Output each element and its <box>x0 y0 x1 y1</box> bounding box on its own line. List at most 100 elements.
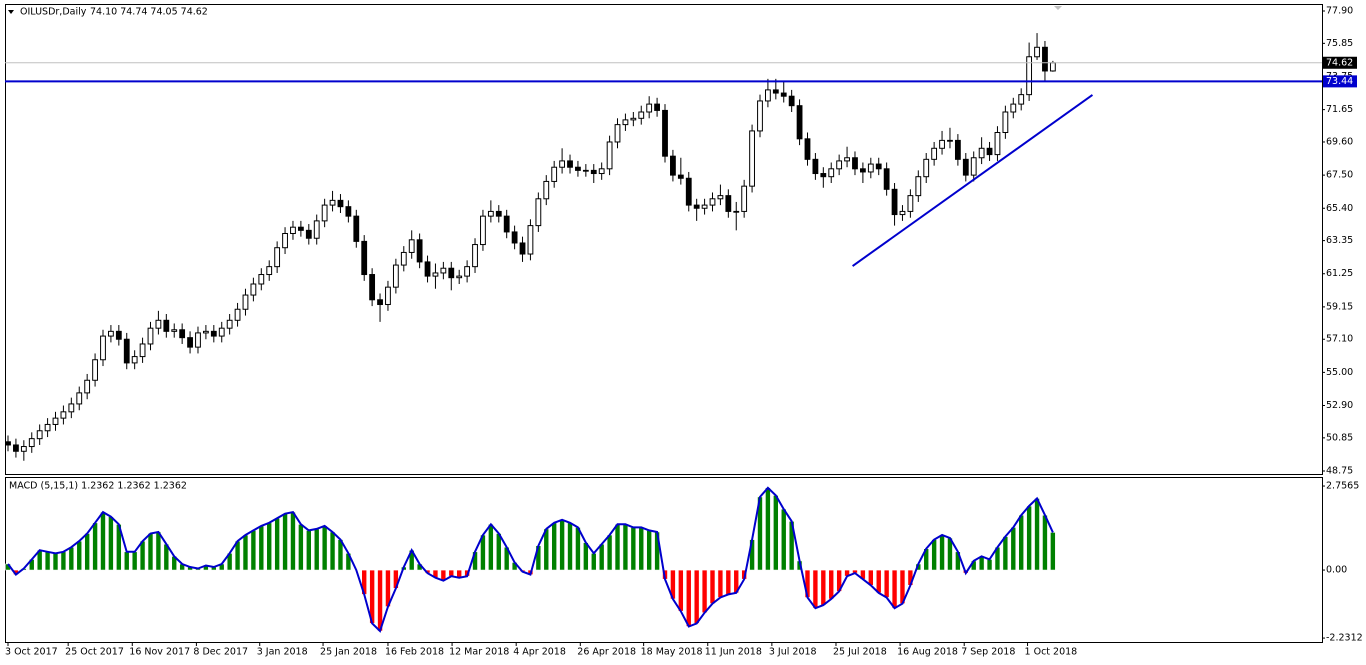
candle-body <box>598 168 605 175</box>
candle-body <box>305 229 312 239</box>
candle-body <box>226 319 233 329</box>
y-tick-label: 0.00 <box>1326 565 1347 576</box>
candle-body <box>84 379 91 394</box>
macd-bar <box>266 522 273 571</box>
macd-bar <box>290 511 296 571</box>
macd-bar <box>123 551 130 571</box>
x-tick-label: 1 Oct 2018 <box>1025 647 1078 658</box>
candle-body <box>20 446 27 452</box>
candle-body <box>630 117 637 121</box>
macd-bar <box>717 569 724 598</box>
x-tick-label: 25 Oct 2017 <box>65 647 124 658</box>
macd-bar <box>693 569 700 624</box>
x-tick-label: 7 Sep 2018 <box>961 647 1015 658</box>
macd-panel <box>5 477 1323 643</box>
candle-body <box>527 225 534 255</box>
candle-body <box>503 215 510 233</box>
macd-bar <box>828 569 835 600</box>
macd-bar <box>606 534 613 571</box>
candle-body <box>654 103 660 111</box>
candle-body <box>155 319 162 329</box>
macd-bar <box>306 530 312 571</box>
macd-bar <box>274 517 280 571</box>
x-tick-label: 8 Dec 2017 <box>193 647 248 658</box>
macd-bar <box>638 527 645 571</box>
macd-bar <box>329 531 336 571</box>
y-tick-label: 59.15 <box>1326 301 1353 312</box>
candle-body <box>646 103 653 113</box>
candle-body <box>804 138 811 160</box>
macd-bar <box>377 569 383 632</box>
macd-bar <box>875 569 882 594</box>
x-tick-label: 25 Jan 2018 <box>320 647 377 658</box>
candle-body <box>543 180 550 200</box>
x-tick-label: 3 Jul 2018 <box>769 647 817 658</box>
x-tick-label: 16 Feb 2018 <box>385 647 444 658</box>
candle-body <box>218 327 225 337</box>
macd-bar <box>939 534 945 571</box>
candle-body <box>978 147 985 159</box>
y-tick-label: 48.75 <box>1326 466 1353 477</box>
macd-bar <box>100 511 106 571</box>
y-tick-label: 71.65 <box>1326 104 1353 115</box>
candle-body <box>345 206 352 217</box>
y-tick-label: 57.10 <box>1326 334 1353 345</box>
candle-body <box>780 92 787 97</box>
candle-body <box>693 204 700 209</box>
macd-bar <box>551 522 557 571</box>
macd-bar <box>614 524 621 571</box>
candle-body <box>242 294 249 310</box>
candle-body <box>567 160 573 168</box>
candle-body <box>947 139 953 142</box>
macd-bar <box>1050 532 1056 571</box>
macd-bar <box>147 533 154 571</box>
macd-bar <box>583 542 589 571</box>
candle-body <box>210 330 217 337</box>
candle-body <box>638 111 645 119</box>
shift-marker <box>1054 6 1062 10</box>
y-tick-label: 67.50 <box>1326 170 1353 181</box>
candle-body <box>535 198 542 227</box>
macd-bar <box>1010 527 1017 571</box>
candle-body <box>701 204 708 209</box>
candle-body <box>923 158 930 178</box>
candle-body <box>440 267 447 274</box>
x-tick-label: 26 Apr 2018 <box>577 647 636 658</box>
trendline <box>852 94 1094 267</box>
candle-body <box>733 210 740 213</box>
macd-bar <box>575 527 581 571</box>
candle-body <box>765 89 771 102</box>
candle-body <box>68 403 75 413</box>
y-tick-label: 52.90 <box>1326 400 1353 411</box>
x-tick-label: 3 Jan 2018 <box>257 647 308 658</box>
candle-body <box>337 199 344 208</box>
bid-label: 74.62 <box>1326 57 1353 68</box>
candle-body <box>147 327 154 345</box>
macd-bar <box>1026 505 1032 571</box>
candle-body <box>1026 56 1033 96</box>
candle-body <box>187 337 193 348</box>
candle-body <box>416 239 423 263</box>
macd-bar <box>60 551 67 571</box>
x-tick-label: 4 Apr 2018 <box>513 647 566 658</box>
y-tick-label: 50.85 <box>1326 432 1353 443</box>
macd-bar <box>543 528 550 571</box>
macd-bar <box>1042 514 1048 571</box>
candle-body <box>1010 103 1017 113</box>
candle-body <box>115 330 122 340</box>
candle-body <box>1034 46 1040 58</box>
candle-body <box>662 109 668 157</box>
menu-arrow[interactable] <box>8 10 14 14</box>
candle-body <box>717 195 724 200</box>
macd-bar <box>820 569 827 606</box>
macd-bar <box>678 569 684 612</box>
candle-body <box>962 158 969 176</box>
macd-bar <box>883 569 890 598</box>
candle-body <box>258 274 265 285</box>
x-tick-label: 11 Jun 2018 <box>705 647 762 658</box>
candle-body <box>622 119 629 126</box>
candle-body <box>867 163 874 173</box>
candle-body <box>44 423 51 432</box>
candle-body <box>313 220 320 239</box>
